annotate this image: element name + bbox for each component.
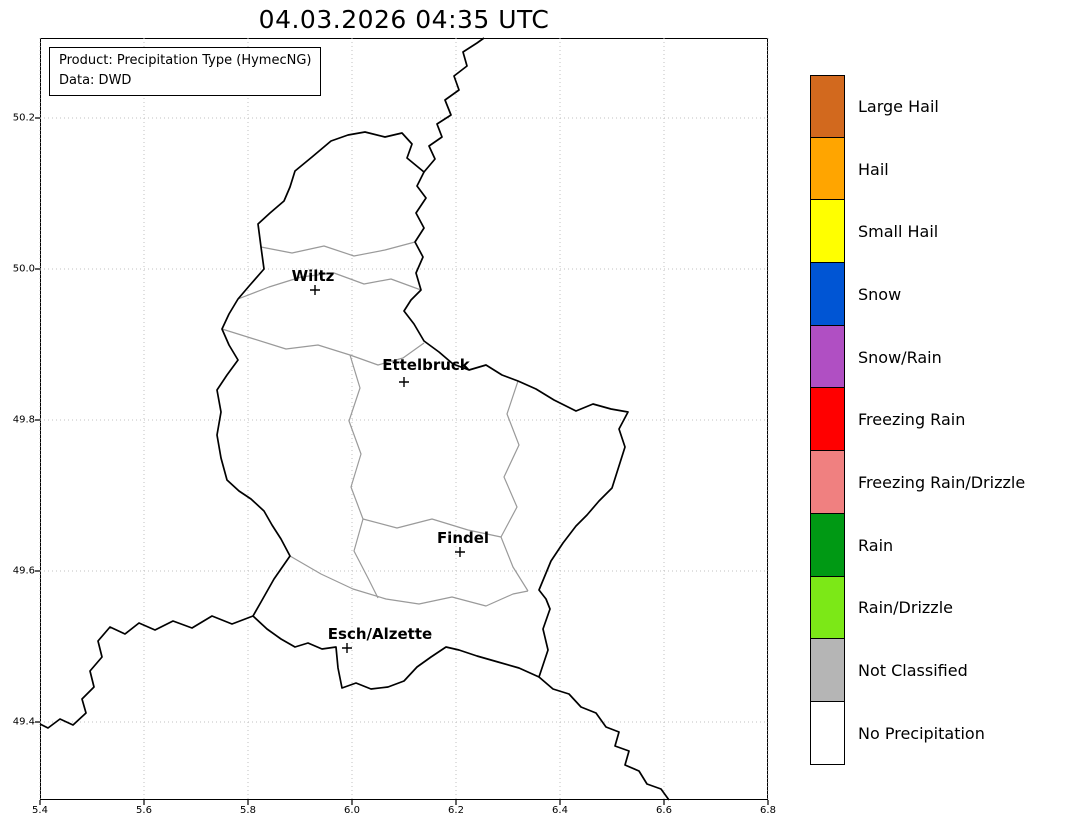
city-marker-cross (310, 285, 320, 295)
legend-item: No Precipitation (810, 701, 1072, 765)
legend-label: Snow (858, 284, 902, 304)
legend-item: Large Hail (810, 75, 1072, 138)
legend-label: No Precipitation (858, 723, 985, 743)
y-tick-label: 50.0 (12, 263, 35, 275)
legend-item: Freezing Rain (810, 388, 1072, 452)
x-tick-label: 5.8 (240, 805, 256, 816)
x-tick-label: 5.4 (32, 805, 48, 816)
timestamp-title: 04.03.2026 04:35 UTC (258, 5, 550, 34)
precipitation-type-legend: Large Hail Hail Small Hail Snow Snow/Rai… (810, 75, 1072, 765)
legend-swatch (810, 137, 845, 201)
legend-label: Large Hail (858, 96, 939, 116)
legend-swatch (810, 451, 845, 514)
country-border (216, 131, 629, 690)
x-tick-label: 6.2 (448, 805, 464, 816)
city-marker-cross (455, 547, 465, 557)
legend-label: Snow/Rain (858, 347, 942, 367)
legend-swatch (810, 388, 845, 452)
neighbor-borders (39, 37, 670, 801)
grid-lines (39, 38, 769, 800)
x-tick-label: 6.0 (344, 805, 360, 816)
legend-swatch (810, 325, 845, 389)
legend-swatch (810, 701, 845, 765)
legend-item: Rain (810, 513, 1072, 577)
city-label-ettelbruck: Ettelbruck (382, 356, 471, 374)
legend-swatch (810, 576, 845, 640)
city-ettelbruck: Ettelbruck (382, 356, 471, 387)
legend-swatch (810, 639, 845, 702)
legend-label: Rain/Drizzle (858, 598, 953, 618)
y-tick-marks (35, 117, 40, 723)
legend-item: Snow (810, 263, 1072, 326)
legend-item: Not Classified (810, 639, 1072, 702)
legend-item: Small Hail (810, 200, 1072, 264)
legend-label: Freezing Rain/Drizzle (858, 472, 1026, 492)
legend-label: Rain (858, 535, 894, 555)
city-wiltz: Wiltz (292, 267, 335, 295)
product-line: Product: Precipitation Type (HymecNG) (59, 53, 312, 68)
x-tick-marks (39, 800, 769, 805)
legend-label: Not Classified (858, 661, 968, 681)
legend-swatch (810, 75, 845, 138)
legend-item: Freezing Rain/Drizzle (810, 451, 1072, 514)
legend-item: Rain/Drizzle (810, 576, 1072, 640)
product-info-box: Product: Precipitation Type (HymecNG) Da… (49, 47, 322, 96)
y-tick-label: 49.6 (12, 565, 35, 577)
legend-item: Hail (810, 137, 1072, 201)
data-source-line: Data: DWD (59, 72, 132, 88)
legend-label: Hail (858, 159, 889, 179)
x-tick-label: 6.8 (760, 805, 776, 816)
y-tick-label: 49.8 (12, 414, 35, 426)
legend-item: Snow/Rain (810, 325, 1072, 389)
legend-swatch (810, 513, 845, 577)
region-borders (221, 241, 529, 607)
y-tick-label: 50.2 (12, 112, 35, 124)
y-tick-label: 49.4 (12, 716, 35, 728)
legend-label: Small Hail (858, 222, 939, 242)
city-marker-cross (342, 643, 352, 653)
city-label-esch-alzette: Esch/Alzette (328, 625, 432, 643)
legend-swatch (810, 200, 845, 264)
legend-label: Freezing Rain (858, 410, 966, 430)
city-findel: Findel (437, 529, 489, 557)
x-tick-label: 6.6 (656, 805, 672, 816)
x-tick-label: 5.6 (136, 805, 152, 816)
city-label-findel: Findel (437, 529, 489, 547)
city-marker-cross (399, 377, 409, 387)
map-svg: Wiltz Ettelbruck Findel Esch/Alzette (35, 37, 769, 805)
city-label-wiltz: Wiltz (292, 267, 335, 285)
x-tick-label: 6.4 (552, 805, 568, 816)
city-esch-alzette: Esch/Alzette (328, 625, 432, 653)
map-plot-area: Wiltz Ettelbruck Findel Esch/Alzette Pro… (35, 37, 769, 805)
legend-swatch (810, 263, 845, 326)
